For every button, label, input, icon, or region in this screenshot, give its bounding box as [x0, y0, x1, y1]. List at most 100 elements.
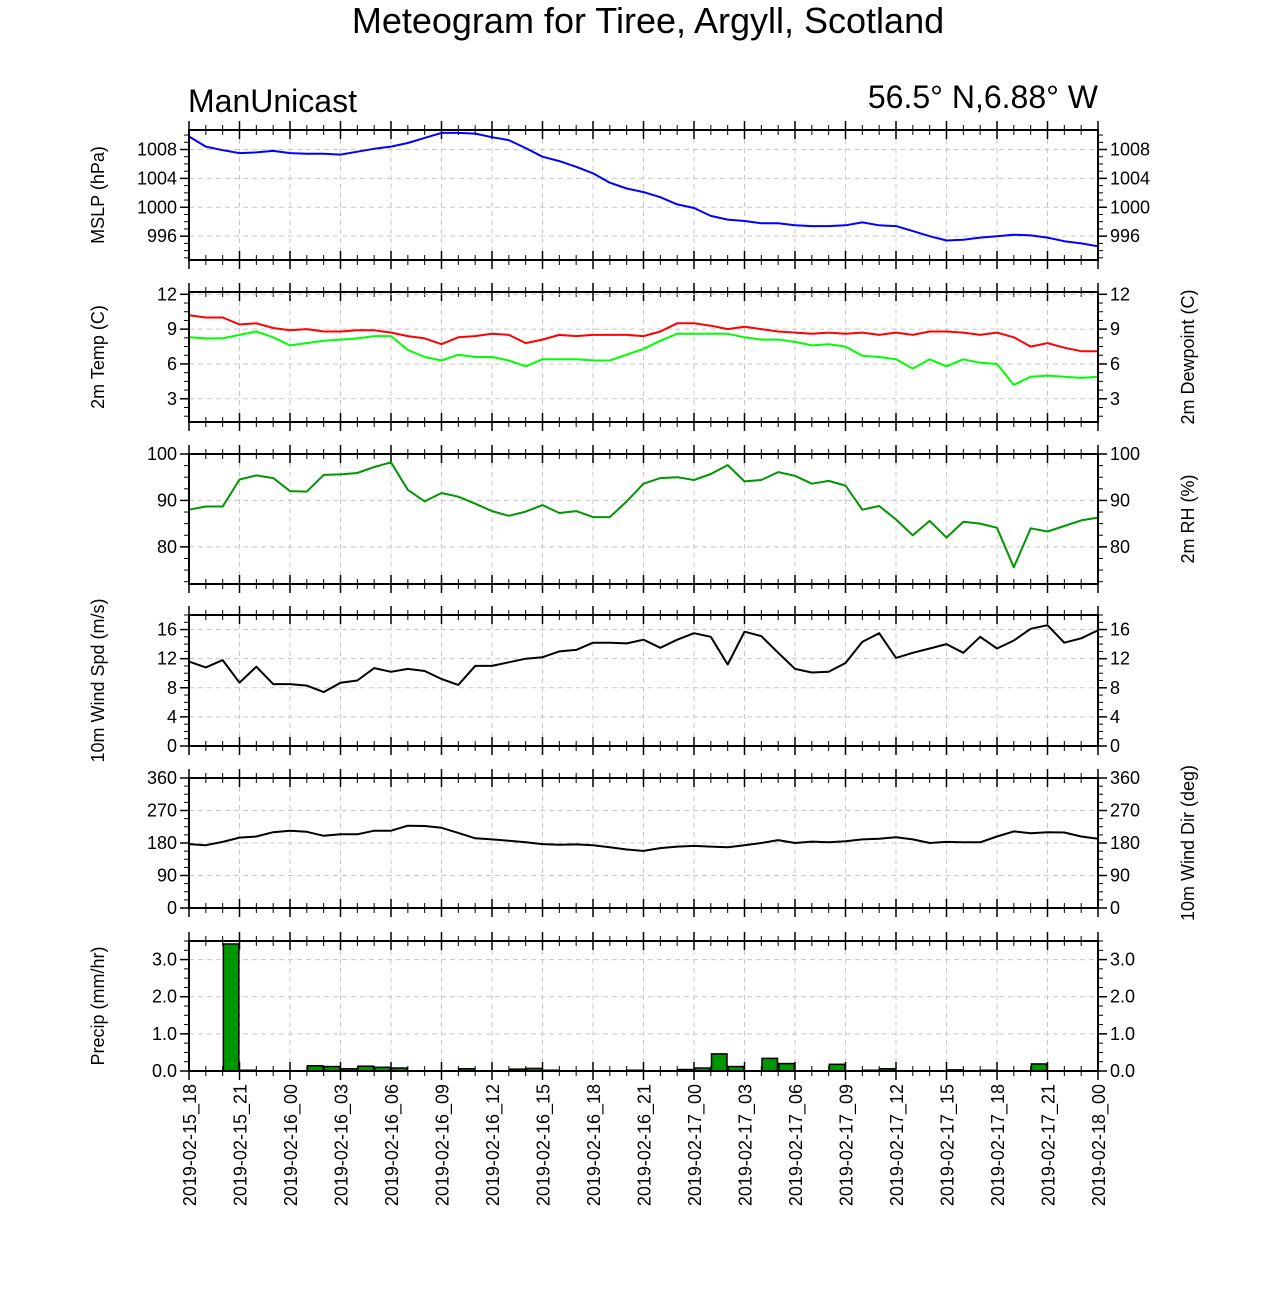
time-axis-label: 2019-02-16_18 — [584, 1084, 605, 1206]
location-label: 56.5° N,6.88° W — [868, 79, 1099, 115]
temp-panel: 3 3 6 6 9 9 12 12 2m Temp (C) 2m Dewpoint (C) — [88, 283, 1198, 431]
y-tick-label-right: 1.0 — [1110, 1024, 1135, 1044]
time-axis-labels: 2019-02-15_18 2019-02-15_21 2019-02-16_00 2… — [180, 1084, 1110, 1206]
time-axis-label: 2019-02-15_18 — [180, 1084, 201, 1206]
y-tick-label-left: 3.0 — [152, 950, 177, 970]
time-axis-label: 2019-02-16_03 — [332, 1084, 353, 1206]
y-tick-label-left: 4 — [167, 707, 177, 727]
temp-right-axis-title: 2m Dewpoint (C) — [1178, 289, 1198, 424]
panel-frame — [188, 129, 1099, 261]
precip-bar — [1030, 1063, 1048, 1072]
y-tick-label-left: 2.0 — [152, 987, 177, 1007]
temp-series-0-line — [188, 314, 1098, 353]
time-axis-label: 2019-02-15_21 — [231, 1084, 252, 1206]
y-tick-label-left: 360 — [147, 768, 177, 788]
wind-speed-series-0-line — [188, 624, 1099, 694]
y-tick-label-left: 0 — [167, 736, 177, 756]
y-tick-label-right: 1008 — [1110, 140, 1150, 160]
y-tick-label-left: 1000 — [137, 197, 177, 217]
time-axis-label: 2019-02-17_12 — [887, 1084, 908, 1206]
precip-left-axis-title: Precip (mm/hr) — [88, 946, 108, 1065]
wind-speed-left-axis-title: 10m Wind Spd (m/s) — [88, 598, 108, 762]
y-tick-label-left: 80 — [157, 537, 177, 557]
y-tick-label-right: 6 — [1110, 354, 1120, 374]
time-axis-label: 2019-02-17_03 — [736, 1084, 757, 1206]
y-tick-label-left: 1.0 — [152, 1024, 177, 1044]
rh-right-axis-title: 2m RH (%) — [1178, 475, 1198, 564]
y-tick-label-left: 0 — [167, 898, 177, 918]
panel-frame — [188, 291, 1099, 423]
y-tick-label-right: 3.0 — [1110, 950, 1135, 970]
wind-direction-series-0-line — [188, 824, 1099, 852]
y-tick-label-left: 996 — [147, 226, 177, 246]
time-axis-label: 2019-02-16_15 — [534, 1084, 555, 1206]
y-tick-label-left: 6 — [167, 354, 177, 374]
time-axis-label: 2019-02-18_00 — [1089, 1084, 1110, 1206]
precip-bar — [778, 1062, 796, 1072]
temp-series-1-line — [188, 330, 1099, 386]
y-tick-label-right: 1004 — [1110, 168, 1150, 188]
y-tick-label-right: 3 — [1110, 389, 1120, 409]
precip-panel: 0.0 0.0 1.0 1.0 2.0 2.0 3.0 3.0 Precip (mm/hr) — [88, 932, 1135, 1081]
rh-series-0-line — [188, 461, 1099, 569]
time-axis-label: 2019-02-17_00 — [685, 1084, 706, 1206]
rh-panel: 80 80 90 90 100 100 2m RH (%) — [147, 444, 1198, 593]
y-tick-label-left: 100 — [147, 444, 177, 464]
y-tick-label-right: 180 — [1110, 833, 1140, 853]
y-tick-label-right: 4 — [1110, 707, 1120, 727]
panel-frame — [188, 940, 1099, 1072]
mslp-series-0-line — [188, 131, 1099, 248]
precip-bar — [761, 1057, 779, 1072]
y-tick-label-right: 80 — [1110, 537, 1130, 557]
y-tick-label-right: 8 — [1110, 678, 1120, 698]
time-axis-label: 2019-02-16_12 — [483, 1084, 504, 1206]
mslp-panel: 996 996 1000 1000 1004 1004 1008 1008 MSLP (hPa) — [88, 121, 1150, 269]
wind-direction-panel: 0 0 90 90 180 180 270 270 360 360 10m Wind Dir (de… — [147, 765, 1198, 921]
y-tick-label-right: 360 — [1110, 768, 1140, 788]
y-tick-label-left: 1008 — [137, 140, 177, 160]
time-axis-label: 2019-02-16_09 — [433, 1084, 454, 1206]
y-tick-label-right: 90 — [1110, 490, 1130, 510]
y-tick-label-right: 2.0 — [1110, 987, 1135, 1007]
y-tick-label-right: 90 — [1110, 866, 1130, 886]
wind-speed-panel: 0 0 4 4 8 8 12 12 16 16 10m Wind Spd (m/s) — [88, 598, 1130, 762]
y-tick-label-right: 0 — [1110, 898, 1120, 918]
time-axis-label: 2019-02-17_15 — [938, 1084, 959, 1206]
y-tick-label-left: 90 — [157, 866, 177, 886]
y-tick-label-right: 0.0 — [1110, 1061, 1135, 1081]
model-label: ManUnicast — [188, 83, 357, 119]
time-axis-label: 2019-02-16_00 — [281, 1084, 302, 1206]
mslp-left-axis-title: MSLP (hPa) — [88, 146, 108, 244]
time-axis-label: 2019-02-17_06 — [786, 1084, 807, 1206]
y-tick-label-right: 100 — [1110, 444, 1140, 464]
time-axis-label: 2019-02-16_21 — [635, 1084, 656, 1206]
y-tick-label-left: 12 — [157, 649, 177, 669]
y-tick-label-right: 16 — [1110, 620, 1130, 640]
y-tick-label-left: 180 — [147, 833, 177, 853]
y-tick-label-left: 8 — [167, 678, 177, 698]
y-tick-label-left: 3 — [167, 389, 177, 409]
y-tick-label-left: 12 — [157, 284, 177, 304]
y-tick-label-right: 12 — [1110, 649, 1130, 669]
y-tick-label-left: 9 — [167, 319, 177, 339]
precip-bar — [828, 1063, 846, 1072]
precip-bar — [222, 943, 240, 1072]
y-tick-label-right: 270 — [1110, 801, 1140, 821]
y-tick-label-right: 0 — [1110, 736, 1120, 756]
temp-left-axis-title: 2m Temp (C) — [88, 305, 108, 409]
panel-frame — [188, 614, 1099, 747]
time-axis-label: 2019-02-17_21 — [1039, 1084, 1060, 1206]
wind-direction-right-axis-title: 10m Wind Dir (deg) — [1178, 765, 1198, 921]
panel-frame — [188, 777, 1099, 909]
y-tick-label-right: 9 — [1110, 319, 1120, 339]
precip-bar — [710, 1053, 728, 1072]
y-tick-label-left: 16 — [157, 620, 177, 640]
y-tick-label-right: 1000 — [1110, 197, 1150, 217]
y-tick-label-left: 270 — [147, 801, 177, 821]
y-tick-label-right: 996 — [1110, 226, 1140, 246]
chart-title: Meteogram for Tiree, Argyll, Scotland — [352, 0, 944, 41]
y-tick-label-left: 90 — [157, 490, 177, 510]
time-axis-label: 2019-02-17_18 — [988, 1084, 1009, 1206]
y-tick-label-left: 0.0 — [152, 1061, 177, 1081]
